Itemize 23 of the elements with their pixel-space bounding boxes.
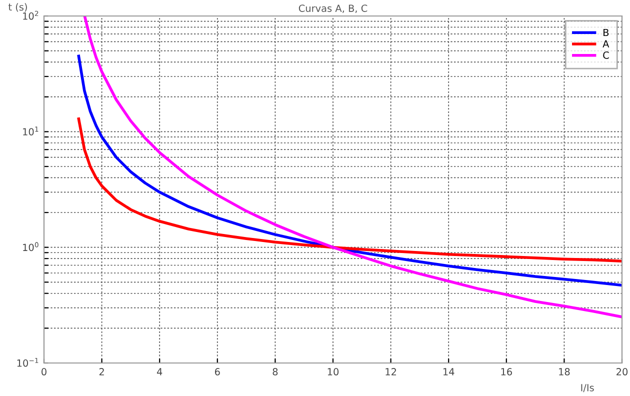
line-series	[84, 16, 622, 318]
x-axis-title: I/Is	[581, 384, 594, 392]
y-tick-label: 10$^{1}$	[23, 126, 38, 136]
legend-label: B	[604, 28, 609, 36]
y-tick-label: 10$^{−1}$	[17, 358, 38, 367]
x-tick-label: 10	[328, 368, 339, 376]
y-tick-label: 10$^{2}$	[23, 10, 38, 20]
chart-title: Curvas A, B, C	[298, 4, 368, 13]
x-tick-label: 18	[559, 368, 570, 376]
legend-label: C	[603, 52, 609, 59]
legend-label: A	[602, 40, 610, 48]
x-tick-label: 2	[99, 368, 104, 376]
y-axis-title: t (s)	[8, 3, 27, 12]
x-tick-label: 12	[386, 368, 396, 376]
y-tick-label: 10$^{0}$	[23, 242, 38, 252]
x-tick-label: 20	[616, 368, 628, 376]
x-tick-label: 14	[443, 368, 454, 376]
x-tick-label: 0	[42, 368, 46, 376]
x-tick-label: 8	[272, 368, 278, 376]
x-tick-label: 6	[214, 368, 220, 376]
line-series	[77, 117, 622, 263]
x-tick-label: 16	[501, 368, 512, 376]
x-tick-label: 4	[156, 368, 162, 376]
